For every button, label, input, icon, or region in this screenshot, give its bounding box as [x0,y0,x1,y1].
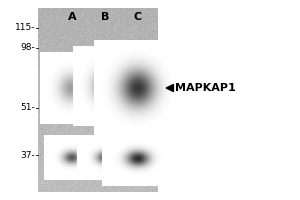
Text: MAPKAP1: MAPKAP1 [175,83,236,93]
Text: 115-: 115- [14,23,35,32]
Text: A: A [68,12,76,22]
Text: B: B [101,12,109,22]
Text: 51-: 51- [20,104,35,112]
Text: 37-: 37- [20,150,35,160]
Text: C: C [134,12,142,22]
Text: 98-: 98- [20,44,35,52]
